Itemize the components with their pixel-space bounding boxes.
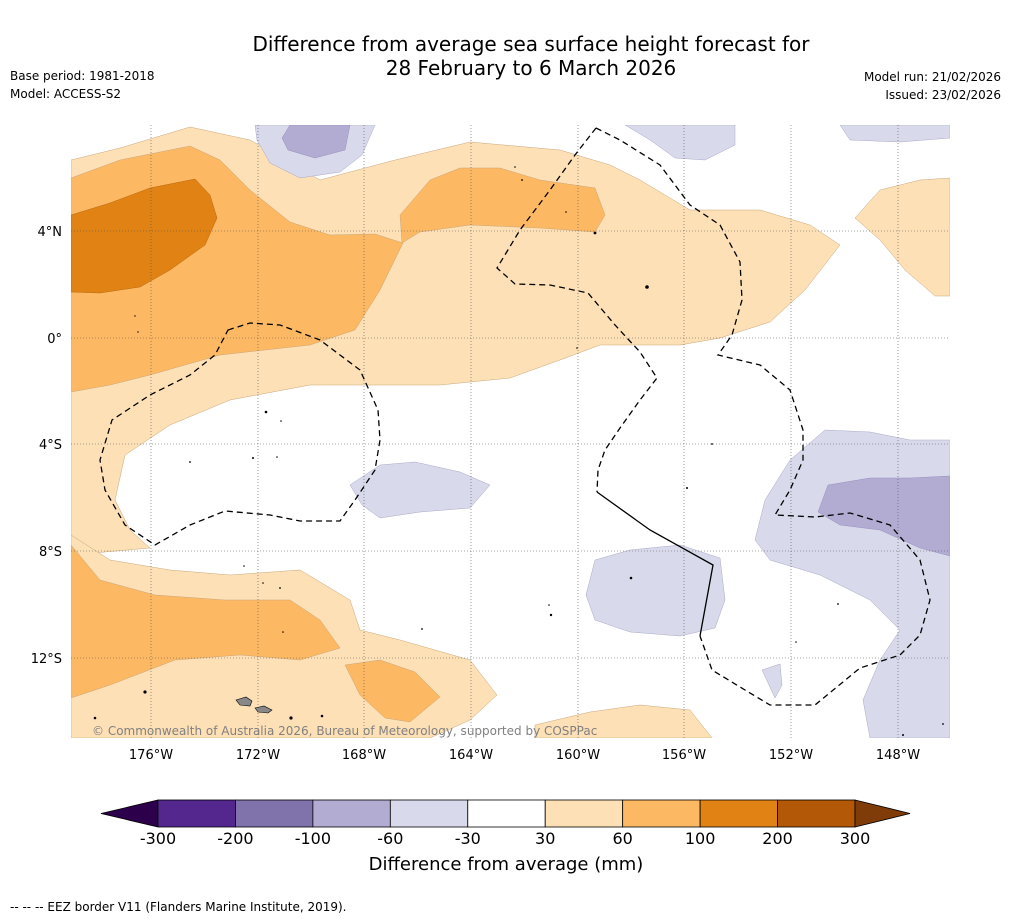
colorbar-box-8 bbox=[777, 799, 856, 828]
contour-60-100-sw bbox=[71, 544, 341, 699]
lon-label-160w: 160°W bbox=[556, 748, 600, 763]
colorbar-ticks: -300 -200 -100 -60 -30 30 60 100 200 300 bbox=[140, 829, 870, 848]
lat-label-12s: 12°S bbox=[31, 652, 62, 667]
lon-label-168w: 168°W bbox=[342, 748, 386, 763]
lon-label-156w: 156°W bbox=[662, 748, 706, 763]
colorbar-box-4 bbox=[467, 799, 546, 828]
colorbar-tick-8: 200 bbox=[762, 829, 793, 848]
colorbar-label: Difference from average (mm) bbox=[368, 854, 644, 875]
contour-30-60-ne bbox=[854, 177, 950, 297]
copyright-notice: © Commonwealth of Australia 2026, Bureau… bbox=[92, 724, 598, 738]
eez-kiribati-line bbox=[595, 127, 931, 706]
colorbar-box-2 bbox=[312, 799, 391, 828]
contour-minus60-top bbox=[281, 125, 351, 159]
lat-label-4n: 4°N bbox=[38, 225, 63, 240]
title-line-1: Difference from average sea surface heig… bbox=[252, 32, 810, 56]
colorbar-tick-0: -300 bbox=[140, 829, 176, 848]
chart-title: Difference from average sea surface heig… bbox=[200, 32, 862, 80]
colorbar-extend-low bbox=[100, 799, 159, 828]
lon-label-164w: 164°W bbox=[449, 748, 493, 763]
meta-left: Base period: 1981-2018 Model: ACCESS-S2 bbox=[10, 67, 155, 103]
colorbar-boxes bbox=[157, 799, 856, 828]
lon-label-148w: 148°W bbox=[876, 748, 920, 763]
eez-kiribati-west bbox=[496, 127, 658, 493]
contour-minus30-southcentral bbox=[585, 544, 726, 637]
colorbar-box-1 bbox=[235, 799, 314, 828]
lat-label-4s: 4°S bbox=[39, 438, 62, 453]
colorbar-tick-4: -30 bbox=[455, 829, 481, 848]
contour-minus30-topright bbox=[624, 125, 736, 161]
colorbar-tick-1: -200 bbox=[217, 829, 253, 848]
islands bbox=[93, 166, 944, 736]
colorbar-box-7 bbox=[699, 799, 778, 828]
contour-100-200-west bbox=[71, 178, 218, 294]
eez-tokelau-samoa bbox=[99, 322, 381, 546]
title-line-2: 28 February to 6 March 2026 bbox=[385, 56, 677, 80]
base-period: Base period: 1981-2018 bbox=[10, 69, 155, 83]
model-run: Model run: 21/02/2026 bbox=[863, 70, 1001, 84]
colorbar-box-3 bbox=[389, 799, 469, 828]
colorbar: -300 -200 -100 -60 -30 30 60 100 200 300 bbox=[100, 799, 911, 848]
colorbar-tick-7: 100 bbox=[685, 829, 716, 848]
issued-date: Issued: 23/02/2026 bbox=[885, 88, 1001, 102]
eez-borders bbox=[99, 127, 931, 706]
contour-minus30-small bbox=[761, 663, 783, 699]
map-plot-area bbox=[71, 125, 950, 738]
contour-minus60-east bbox=[817, 475, 950, 557]
colorbar-box-0 bbox=[157, 799, 236, 828]
colorbar-extend-high bbox=[854, 799, 911, 828]
eez-solid-border bbox=[596, 491, 714, 637]
colorbar-tick-3: -60 bbox=[377, 829, 403, 848]
gridlines bbox=[71, 125, 950, 738]
lon-label-176w: 176°W bbox=[129, 748, 173, 763]
lat-label-8s: 8°S bbox=[39, 545, 62, 560]
lon-label-172w: 172°W bbox=[236, 748, 280, 763]
model-name: Model: ACCESS-S2 bbox=[10, 87, 122, 101]
colorbar-tick-2: -100 bbox=[295, 829, 331, 848]
contour-60-100-central bbox=[399, 167, 606, 244]
contour-30-60-south bbox=[534, 704, 713, 738]
samoa-island-2 bbox=[254, 705, 273, 714]
colorbar-tick-5: 30 bbox=[535, 829, 555, 848]
lat-label-0: 0° bbox=[47, 332, 62, 347]
colorbar-tick-6: 60 bbox=[612, 829, 632, 848]
colorbar-box-6 bbox=[622, 799, 701, 828]
contour-minus30-farright bbox=[839, 125, 950, 143]
meta-right: Model run: 21/02/2026 Issued: 23/02/2026 bbox=[864, 68, 1001, 104]
contour-minus30-center bbox=[349, 461, 491, 519]
eez-footnote: -- -- -- EEZ border V11 (Flanders Marine… bbox=[10, 900, 347, 914]
colorbar-box-5 bbox=[544, 799, 624, 828]
samoa-island-1 bbox=[235, 696, 253, 707]
colorbar-tick-9: 300 bbox=[840, 829, 871, 848]
lon-label-152w: 152°W bbox=[769, 748, 813, 763]
